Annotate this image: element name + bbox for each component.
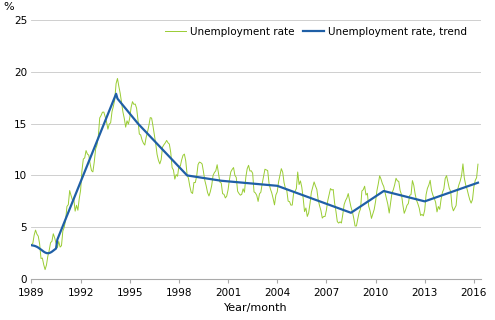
Unemployment rate, trend [29,243,35,247]
Unemployment rate [373,200,379,204]
Unemployment rate, trend [86,160,92,164]
Unemployment rate [114,76,120,80]
X-axis label: Year/month: Year/month [224,303,288,313]
Unemployment rate, trend [475,181,481,185]
Unemployment rate, trend [373,195,379,198]
Unemployment rate, trend [113,92,119,96]
Unemployment rate [29,243,35,246]
Line: Unemployment rate, trend: Unemployment rate, trend [32,94,478,253]
Unemployment rate [86,153,92,157]
Unemployment rate [368,216,374,220]
Unemployment rate, trend [368,197,374,201]
Legend: Unemployment rate, Unemployment rate, trend: Unemployment rate, Unemployment rate, tr… [161,22,471,41]
Unemployment rate, trend [384,190,390,194]
Line: Unemployment rate: Unemployment rate [32,78,478,270]
Unemployment rate [357,207,363,211]
Unemployment rate [260,175,266,179]
Unemployment rate, trend [357,204,363,208]
Unemployment rate [384,196,390,200]
Unemployment rate [475,162,481,166]
Unemployment rate [42,268,48,272]
Unemployment rate, trend [45,251,51,255]
Unemployment rate, trend [260,183,266,187]
Y-axis label: %: % [3,2,14,12]
